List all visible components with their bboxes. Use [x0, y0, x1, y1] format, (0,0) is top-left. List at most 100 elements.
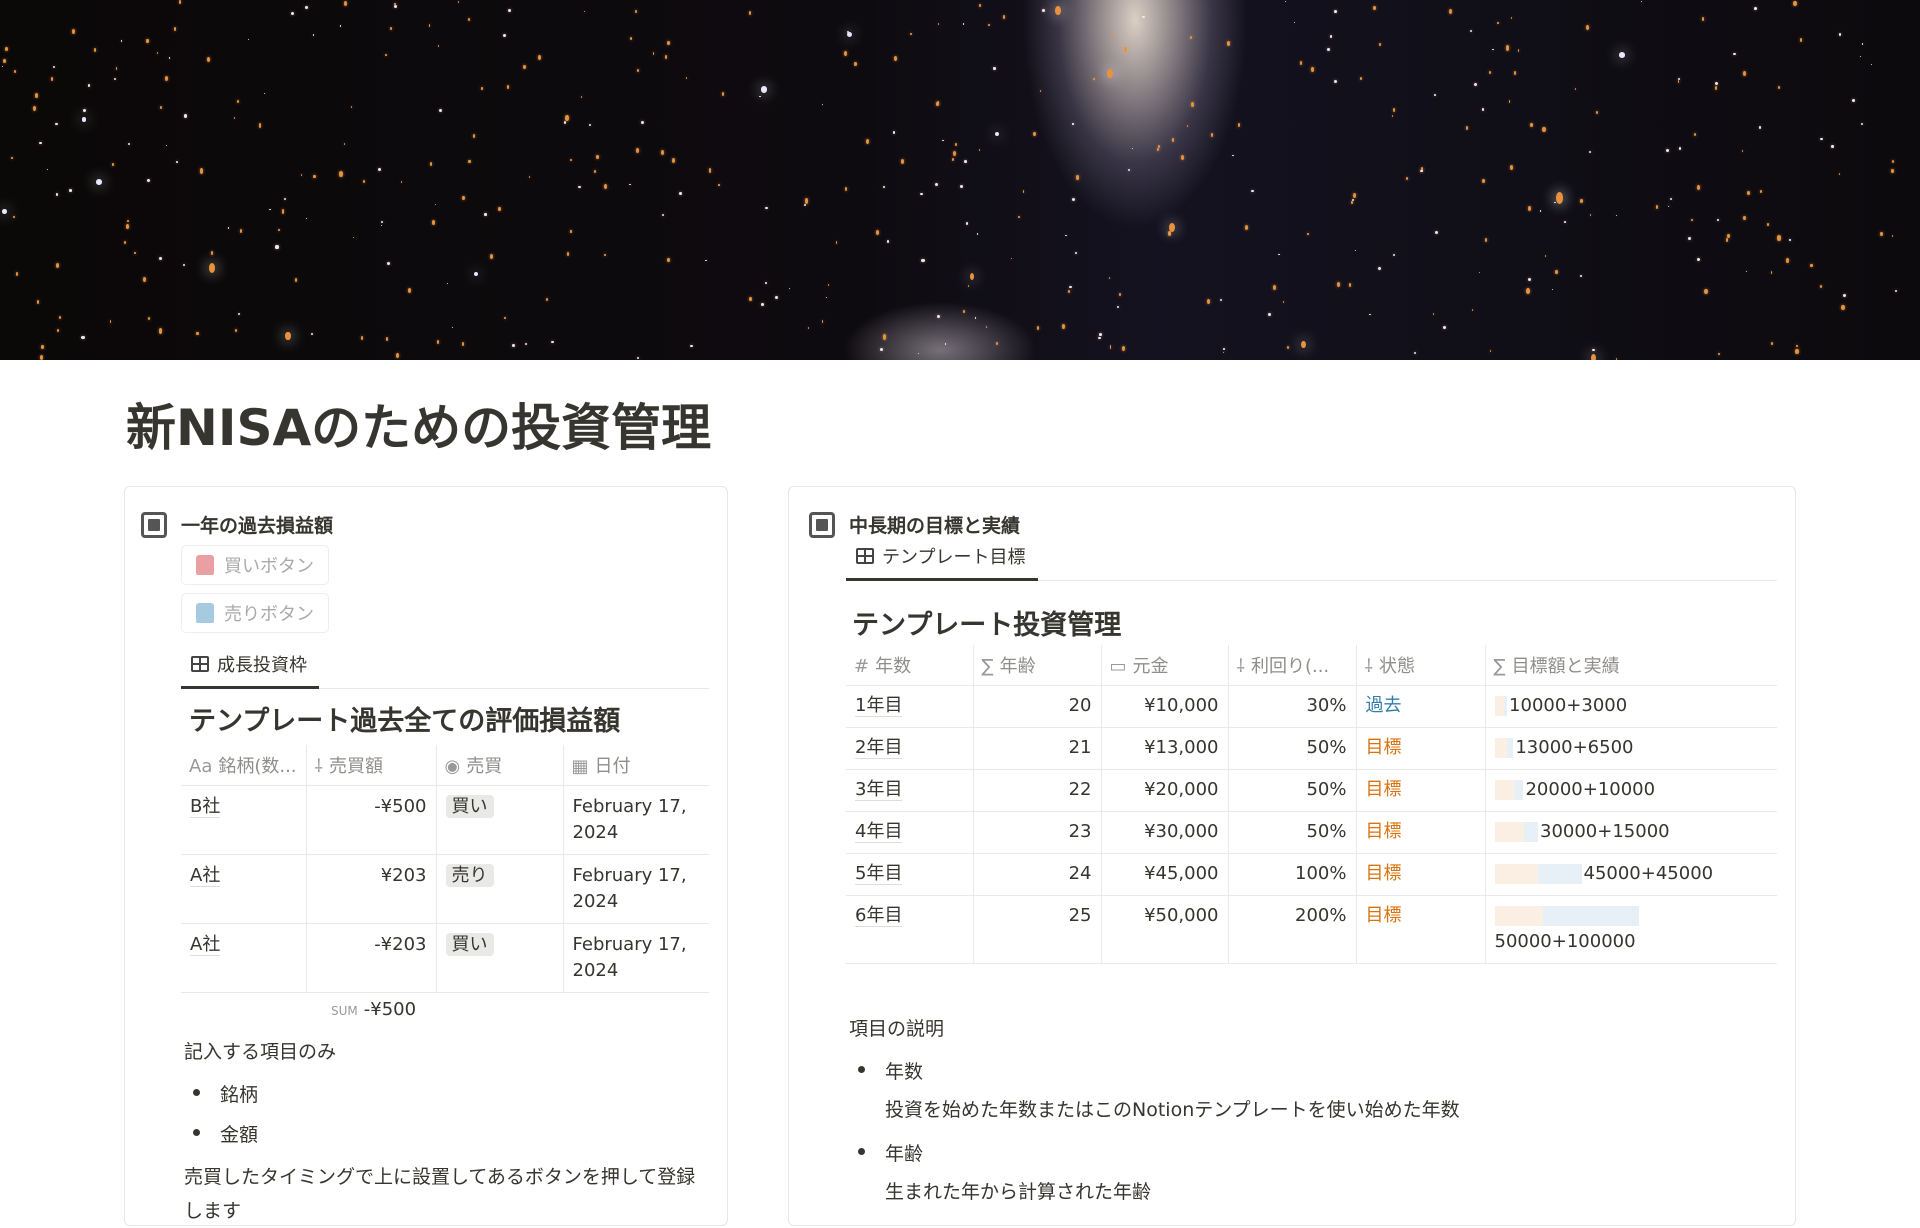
star — [749, 297, 752, 302]
progress-bar — [1494, 737, 1516, 758]
desc-heading: 項目の説明 — [849, 1018, 945, 1040]
bar-principal — [1494, 821, 1524, 842]
star — [1420, 169, 1423, 172]
year[interactable]: 1年目 — [855, 694, 903, 717]
star — [13, 69, 16, 74]
stock-name[interactable]: A社 — [190, 933, 221, 956]
sell-button[interactable]: 売りボタン — [181, 593, 329, 633]
shopping-bag-icon — [196, 555, 214, 575]
table-row[interactable]: 6年目 25 ¥50,000 200% 目標 50000+100000 — [846, 895, 1777, 964]
star — [678, 192, 682, 196]
star — [484, 213, 487, 216]
star — [481, 87, 483, 90]
star — [305, 217, 308, 220]
column-header[interactable]: ⸸ 売買額 — [305, 745, 436, 786]
table-row[interactable]: B社 -¥500 買い February 17, 2024 — [181, 785, 709, 855]
star — [1237, 123, 1241, 127]
column-header[interactable]: ▦ 日付 — [562, 745, 709, 786]
table-row[interactable]: 5年目 24 ¥45,000 100% 目標 45000+45000 — [846, 853, 1777, 896]
star — [237, 312, 241, 316]
table-row[interactable]: A社 -¥203 買い February 17, 2024 — [181, 923, 709, 993]
column-header[interactable]: ⸸ 状態 — [1355, 645, 1485, 686]
year[interactable]: 2年目 — [855, 736, 903, 759]
column-header[interactable]: ⸸ 利回り(... — [1227, 645, 1356, 686]
star — [1352, 193, 1356, 198]
table-row[interactable]: 1年目 20 ¥10,000 30% 過去 10000+3000 — [846, 685, 1777, 728]
star — [390, 27, 392, 30]
star — [467, 18, 470, 22]
star — [1841, 304, 1845, 311]
star — [1697, 184, 1701, 190]
star — [394, 2, 396, 5]
star — [979, 4, 981, 7]
star — [944, 343, 946, 345]
star — [1590, 214, 1592, 216]
column-header[interactable]: ∑ 目標額と実績 — [1484, 645, 1777, 686]
stock-name[interactable]: B社 — [190, 795, 221, 818]
star — [1704, 288, 1708, 295]
table-icon — [191, 655, 209, 672]
star — [893, 131, 896, 134]
star — [1513, 71, 1517, 75]
column-header[interactable]: ◉ 売買 — [435, 745, 563, 786]
table-row[interactable]: 2年目 21 ¥13,000 50% 目標 13000+6500 — [846, 727, 1777, 770]
star — [1379, 42, 1382, 47]
star — [1678, 78, 1681, 81]
star — [1860, 123, 1863, 126]
column-header[interactable]: # 年数 — [846, 645, 973, 686]
bar-gain — [1542, 905, 1640, 926]
star — [1778, 85, 1781, 89]
star — [630, 36, 632, 40]
tab-template-goal[interactable]: テンプレート目標 — [846, 533, 1038, 581]
buy-button[interactable]: 買いボタン — [181, 545, 329, 585]
year[interactable]: 5年目 — [855, 862, 903, 885]
bullet-item: 金額 — [192, 1120, 258, 1147]
column-header[interactable]: Aa 銘柄(数... — [181, 745, 306, 786]
card-title: 中長期の目標と実績 — [849, 515, 1021, 537]
column-header[interactable]: ▭ 元金 — [1100, 645, 1228, 686]
bar-gain — [1538, 863, 1582, 884]
star — [1406, 177, 1409, 181]
rate: 50% — [1227, 727, 1356, 770]
year[interactable]: 4年目 — [855, 820, 903, 843]
database-title: テンプレート投資管理 — [852, 610, 1122, 641]
star — [1002, 14, 1005, 19]
star — [1222, 351, 1224, 354]
year[interactable]: 6年目 — [855, 904, 903, 927]
bar-gain — [1504, 695, 1508, 716]
table-row[interactable]: A社 ¥203 売り February 17, 2024 — [181, 854, 709, 924]
stock-name[interactable]: A社 — [190, 864, 221, 887]
star — [1490, 350, 1492, 352]
column-header[interactable]: ∑ 年齢 — [972, 645, 1101, 686]
star — [1669, 197, 1673, 201]
star — [281, 209, 285, 214]
star — [13, 215, 16, 219]
star — [846, 32, 853, 38]
star — [570, 231, 572, 234]
star — [1301, 340, 1306, 349]
goal-value: 45000+45000 — [1583, 862, 1714, 884]
year[interactable]: 3年目 — [855, 778, 903, 801]
star — [951, 157, 954, 161]
star — [41, 345, 44, 350]
star — [789, 287, 791, 289]
star — [59, 315, 62, 319]
star — [360, 335, 364, 340]
table-icon — [856, 547, 874, 564]
database-title: テンプレート過去全ての評価損益額 — [189, 706, 621, 737]
star — [1069, 285, 1072, 289]
table-row[interactable]: 3年目 22 ¥20,000 50% 目標 20000+10000 — [846, 769, 1777, 812]
status: 過去 — [1355, 685, 1485, 728]
star — [880, 348, 884, 352]
star — [378, 167, 382, 171]
goal-value: 20000+10000 — [1525, 778, 1656, 800]
note-text: 売買したタイミングで上に設置してあるボタンを押して登録します — [184, 1166, 696, 1222]
status: 目標 — [1355, 895, 1485, 964]
star — [529, 175, 531, 179]
table-row[interactable]: 4年目 23 ¥30,000 50% 目標 30000+15000 — [846, 811, 1777, 854]
star — [883, 185, 886, 188]
star — [821, 103, 824, 106]
star — [660, 150, 664, 156]
tab-growth[interactable]: 成長投資枠 — [181, 641, 319, 689]
star — [385, 53, 387, 57]
